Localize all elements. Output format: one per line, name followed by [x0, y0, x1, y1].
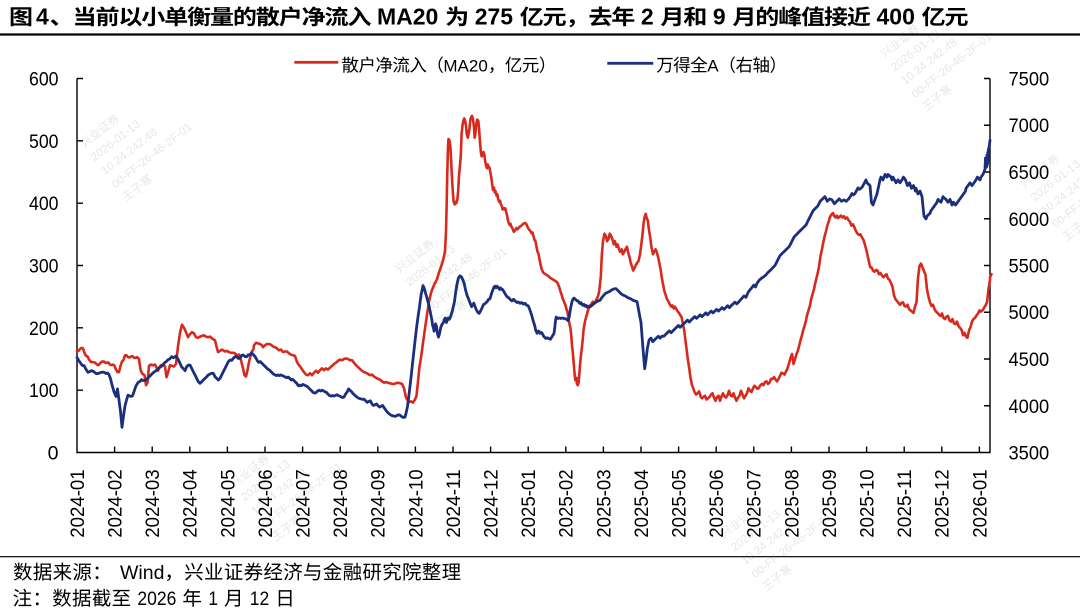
svg-text:2024-11: 2024-11	[443, 469, 465, 538]
svg-text:275: 275	[475, 3, 514, 29]
svg-text:9: 9	[713, 3, 726, 29]
svg-text:2026-01: 2026-01	[969, 469, 991, 538]
svg-text:400: 400	[877, 3, 915, 29]
svg-text:300: 300	[29, 256, 59, 278]
svg-text:Wind: Wind	[120, 562, 164, 584]
svg-text:7000: 7000	[1009, 115, 1050, 137]
svg-text:2025-08: 2025-08	[781, 469, 803, 538]
svg-text:2025-01: 2025-01	[518, 469, 540, 538]
svg-text:2025-03: 2025-03	[593, 469, 615, 538]
svg-text:200: 200	[29, 318, 59, 340]
svg-text:100: 100	[29, 380, 59, 402]
svg-text:7500: 7500	[1009, 69, 1050, 91]
svg-text:1: 1	[208, 588, 218, 610]
svg-text:2025-06: 2025-06	[706, 469, 728, 538]
svg-text:4: 4	[36, 3, 49, 29]
svg-text:12: 12	[250, 588, 269, 610]
svg-text:2: 2	[641, 3, 654, 29]
svg-text:500: 500	[29, 131, 59, 153]
svg-text:2024-10: 2024-10	[405, 469, 427, 538]
svg-text:0: 0	[48, 443, 59, 465]
svg-text:2024-05: 2024-05	[217, 469, 239, 538]
svg-text:6000: 6000	[1009, 209, 1050, 231]
svg-text:A: A	[707, 56, 719, 75]
svg-text:5500: 5500	[1009, 256, 1050, 278]
svg-text:2025-05: 2025-05	[669, 469, 691, 538]
svg-text:2025-12: 2025-12	[932, 469, 954, 538]
svg-text:2025-04: 2025-04	[631, 469, 653, 538]
svg-text:2024-08: 2024-08	[330, 469, 352, 538]
svg-text:4000: 4000	[1009, 396, 1050, 418]
svg-text:2025-11: 2025-11	[894, 469, 916, 538]
svg-text:600: 600	[29, 69, 59, 91]
svg-text:3500: 3500	[1009, 443, 1050, 465]
svg-text:400: 400	[29, 193, 59, 215]
svg-text:2024-02: 2024-02	[105, 469, 127, 538]
svg-text:2024-12: 2024-12	[481, 469, 503, 538]
svg-text:2024-01: 2024-01	[67, 469, 89, 538]
svg-text:5000: 5000	[1009, 302, 1050, 324]
svg-text:2025-02: 2025-02	[556, 469, 578, 538]
svg-text:2024-06: 2024-06	[255, 469, 277, 538]
svg-text:2025-10: 2025-10	[857, 469, 879, 538]
svg-text:2025-09: 2025-09	[819, 469, 841, 538]
svg-text:MA20: MA20	[377, 3, 438, 29]
svg-text:4500: 4500	[1009, 349, 1050, 371]
svg-text:2024-07: 2024-07	[293, 469, 315, 538]
svg-text:MA20: MA20	[443, 56, 487, 75]
svg-text:2024-04: 2024-04	[180, 469, 202, 538]
svg-text:2025-07: 2025-07	[744, 469, 766, 538]
svg-text:2024-09: 2024-09	[368, 469, 390, 538]
svg-text:6500: 6500	[1009, 162, 1050, 184]
svg-text:2024-03: 2024-03	[142, 469, 164, 538]
svg-text:2026: 2026	[137, 588, 176, 610]
